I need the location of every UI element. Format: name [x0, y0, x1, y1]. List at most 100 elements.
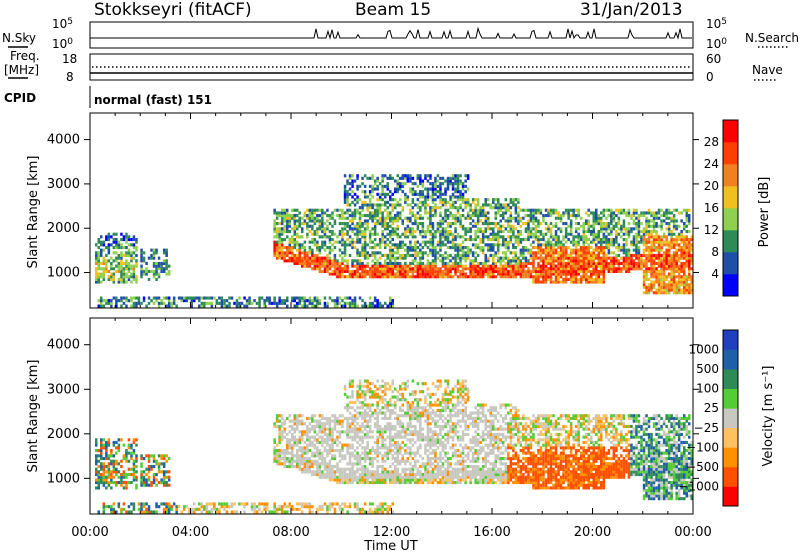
power-cell [660, 238, 663, 242]
power-cell [394, 206, 397, 210]
power-cell [544, 208, 548, 212]
velocity-cell [230, 505, 234, 509]
power-cell [301, 235, 304, 239]
power-cell [660, 243, 663, 247]
velocity-cell [275, 454, 279, 458]
power-cell [323, 264, 327, 268]
power-cell [384, 261, 387, 265]
power-cell [414, 182, 417, 186]
power-cell [585, 251, 588, 255]
power-cell [655, 238, 658, 242]
power-cell [534, 277, 538, 281]
velocity-cell [275, 424, 279, 428]
power-cell [147, 256, 151, 260]
velocity-cell [97, 481, 100, 485]
power-cell [456, 195, 460, 199]
power-cell [617, 227, 621, 231]
power-cell [117, 269, 121, 273]
power-cell [331, 243, 334, 247]
power-cell [632, 211, 636, 215]
power-cell [509, 238, 513, 242]
velocity-cell [280, 414, 284, 418]
power-cell [680, 283, 683, 287]
power-cell [597, 277, 600, 281]
power-cell [683, 269, 686, 273]
power-cell [426, 211, 430, 215]
power-cell [328, 222, 332, 226]
power-cell [293, 214, 296, 218]
power-cell [346, 224, 349, 228]
velocity-cell [316, 507, 319, 511]
velocity-cell [291, 507, 294, 511]
power-cell [502, 243, 505, 247]
power-cell [456, 269, 460, 273]
power-cell [539, 222, 543, 226]
velocity-cell [165, 459, 168, 463]
power-cell [544, 243, 548, 247]
velocity-cell [321, 430, 324, 434]
velocity-cell [243, 505, 246, 509]
power-cell [690, 277, 693, 281]
power-cell [652, 243, 656, 247]
power-cell [620, 230, 623, 234]
velocity-cell [132, 470, 136, 474]
power-cell [110, 272, 113, 276]
velocity-cell [316, 465, 319, 469]
power-cell [635, 248, 638, 252]
power-cell [667, 251, 671, 255]
power-cell [308, 246, 312, 250]
velocity-cell [291, 459, 294, 463]
power-cell [311, 299, 314, 303]
power-cell [537, 222, 540, 226]
power-cell [552, 248, 555, 252]
power-cell [574, 248, 578, 252]
power-cell [316, 216, 319, 220]
power-cell [293, 296, 296, 300]
power-cell [127, 251, 131, 255]
power-cell [632, 235, 636, 239]
power-cell [582, 248, 585, 252]
power-cell [476, 230, 480, 234]
power-cell [595, 272, 598, 276]
power-cell [544, 267, 548, 271]
velocity-cell [157, 467, 161, 471]
power-cell [421, 256, 425, 260]
power-cell [534, 246, 538, 250]
power-cell [373, 214, 377, 218]
velocity-cell [140, 481, 143, 485]
velocity-cell [331, 438, 334, 442]
power-cell [371, 187, 374, 191]
power-cell [411, 187, 415, 191]
power-cell [562, 238, 565, 242]
power-cell [203, 304, 206, 308]
power-cell [356, 240, 359, 244]
velocity-cell [348, 446, 352, 450]
power-cell [451, 238, 455, 242]
power-cell [389, 259, 392, 263]
power-cell [441, 200, 445, 204]
power-cell [431, 269, 435, 273]
velocity-cell [127, 459, 131, 463]
power-cell [384, 195, 387, 199]
power-cell [441, 230, 445, 234]
power-cell [449, 275, 452, 279]
velocity-cell [301, 432, 304, 436]
power-cell [640, 267, 643, 271]
power-cell [391, 219, 394, 223]
power-cell [509, 264, 513, 268]
power-cell [278, 238, 281, 242]
power-cell [411, 272, 415, 276]
power-cell [562, 214, 565, 218]
velocity-cell [298, 467, 301, 471]
power-cell [303, 240, 307, 244]
power-cell [411, 230, 415, 234]
velocity-cell [233, 502, 236, 506]
power-cell [401, 208, 404, 212]
power-cell [434, 253, 437, 257]
power-cell [391, 304, 394, 308]
power-cell [275, 301, 279, 305]
power-cell [630, 214, 633, 218]
power-cell [451, 256, 455, 260]
power-cell [547, 269, 550, 273]
velocity-cell [338, 473, 342, 477]
